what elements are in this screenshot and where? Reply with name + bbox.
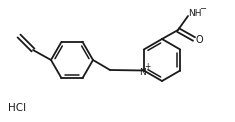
Text: +: + — [145, 62, 151, 71]
Text: N: N — [139, 68, 146, 77]
Text: HCl: HCl — [8, 103, 26, 113]
Text: −: − — [200, 5, 207, 14]
Text: NH: NH — [188, 10, 202, 19]
Text: O: O — [195, 35, 203, 45]
